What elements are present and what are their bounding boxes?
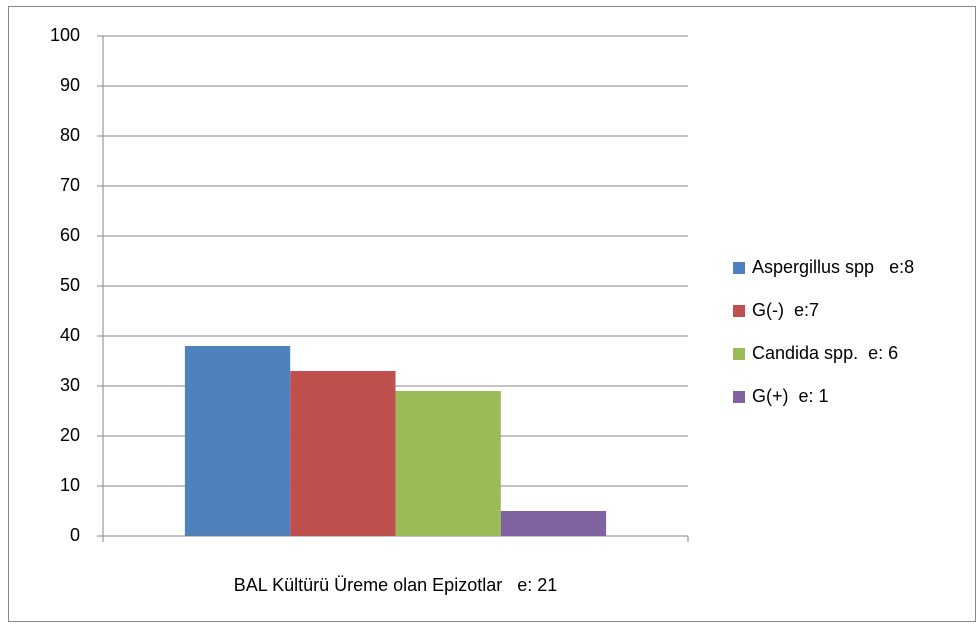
y-tick-label: 70 <box>60 175 80 195</box>
legend-label: G(+) e: 1 <box>752 386 829 406</box>
legend-label: Aspergillus spp e:8 <box>752 257 914 277</box>
bar <box>500 511 607 536</box>
bar <box>184 346 291 536</box>
y-tick-label: 80 <box>60 125 80 145</box>
y-tick-label: 20 <box>60 425 80 445</box>
y-tick-label: 0 <box>70 525 80 545</box>
x-tick-label: BAL Kültürü Üreme olan Epizotlar e: 21 <box>234 575 558 595</box>
legend-label: Candida spp. e: 6 <box>752 343 898 363</box>
legend-swatch <box>733 305 745 317</box>
legend-label: G(-) e:7 <box>752 300 819 320</box>
legend-swatch <box>733 348 745 360</box>
bar <box>395 391 501 536</box>
y-tick-label: 50 <box>60 275 80 295</box>
y-tick-label: 90 <box>60 75 80 95</box>
legend-swatch <box>733 391 745 403</box>
y-tick-label: 30 <box>60 375 80 395</box>
y-tick-label: 100 <box>50 25 80 45</box>
y-tick-label: 60 <box>60 225 80 245</box>
legend-swatch <box>733 262 745 274</box>
y-tick-label: 40 <box>60 325 80 345</box>
y-tick-label: 10 <box>60 475 80 495</box>
bar <box>290 371 396 536</box>
